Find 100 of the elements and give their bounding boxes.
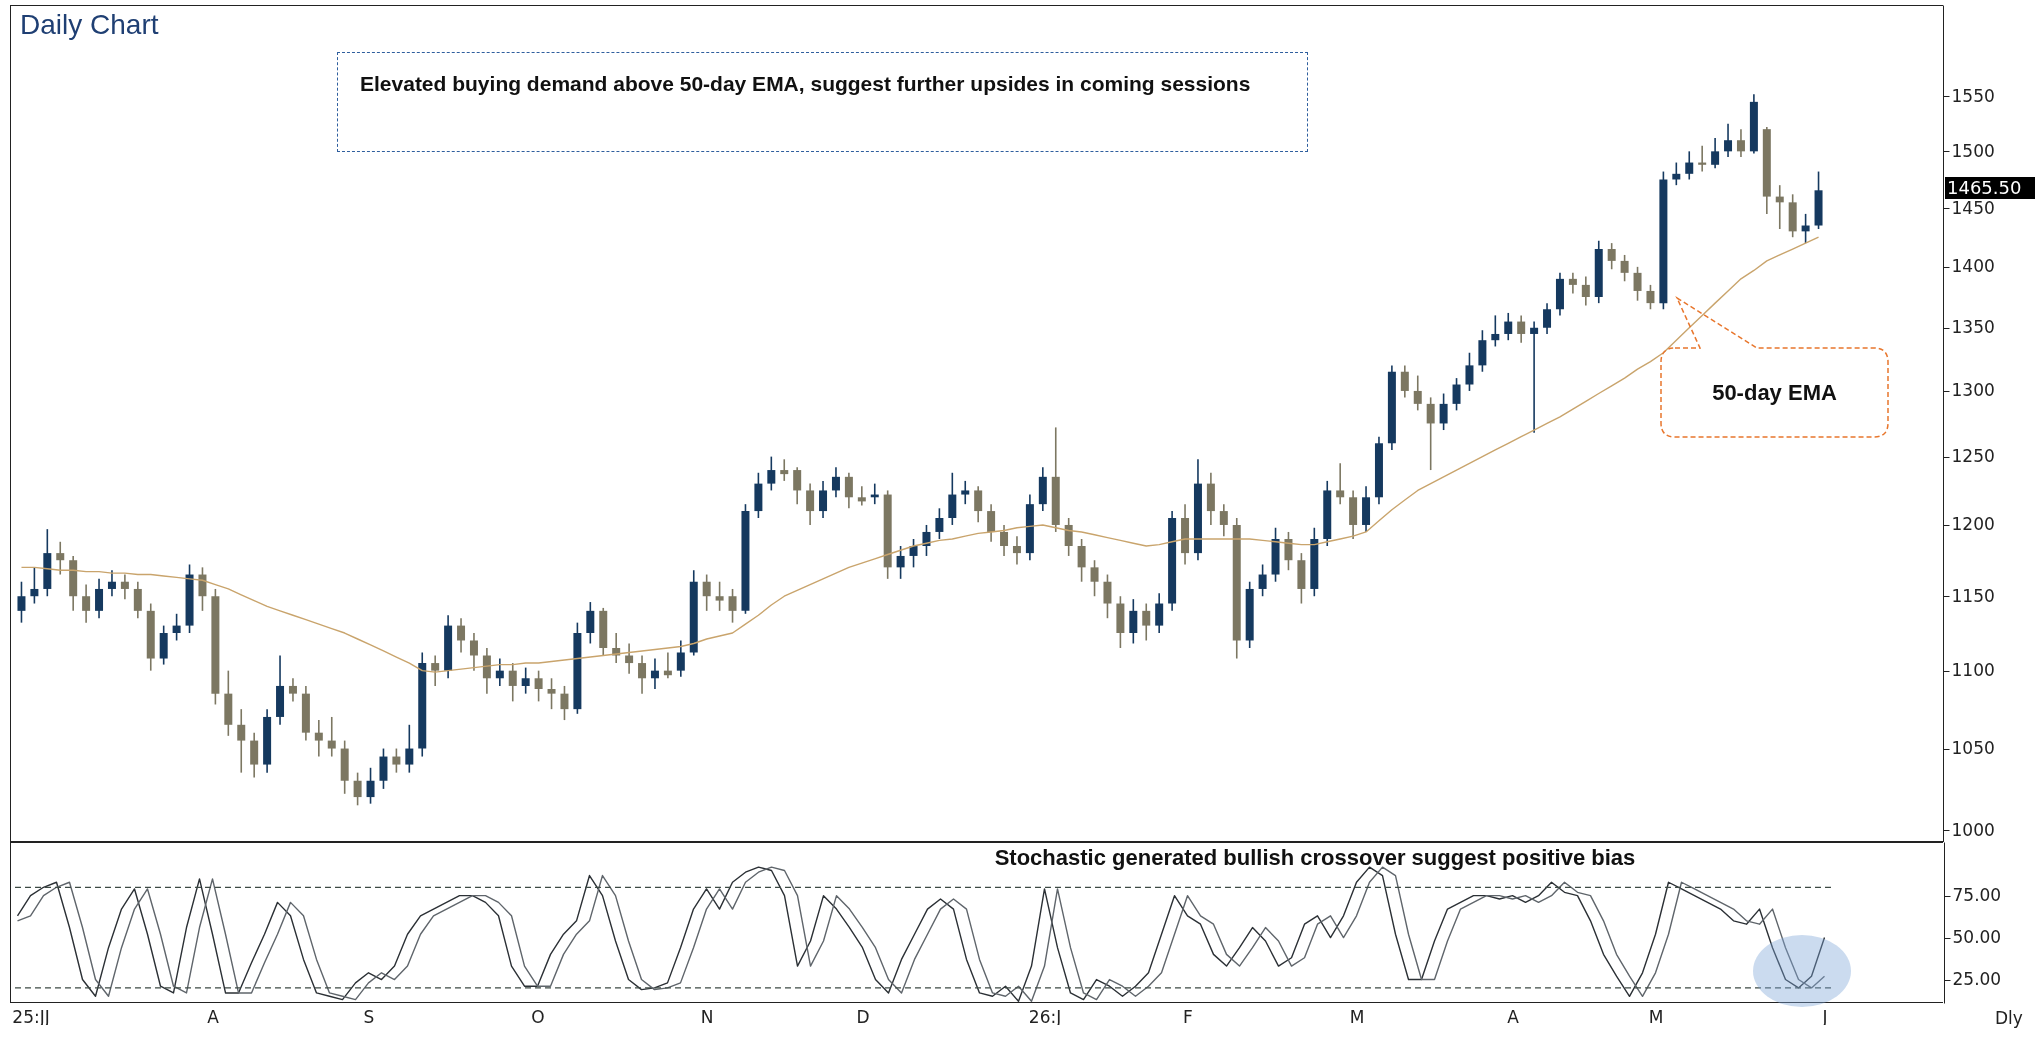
x-tick-label: J (1821, 1006, 1828, 1027)
text: 1465.50 (1945, 177, 2035, 199)
y-tick-label: 1450 (1951, 197, 1995, 218)
candlestick (793, 466, 802, 505)
candlestick (1077, 538, 1086, 583)
candlestick (948, 471, 957, 526)
x-tick-label: N (700, 1006, 714, 1027)
candlestick (521, 666, 530, 695)
candlestick (767, 455, 776, 492)
x-tick-label: A (1507, 1006, 1520, 1027)
y-tick-label: 1200 (1951, 514, 1995, 535)
candlestick (366, 766, 375, 805)
candlestick (1155, 592, 1164, 634)
candlestick (935, 507, 944, 540)
candlestick (1426, 396, 1435, 471)
y-tick-label: 1100 (1951, 660, 1995, 681)
candlestick (1568, 272, 1577, 295)
candlestick (495, 657, 504, 687)
y-tick-label: 25.00 (1952, 969, 2002, 990)
candlestick (676, 639, 685, 678)
candlestick (547, 677, 556, 710)
y-tick-label: 1500 (1951, 140, 1995, 161)
candlestick (650, 657, 659, 690)
candlestick (1620, 254, 1629, 283)
candlestick (1543, 302, 1552, 335)
candlestick (806, 482, 815, 526)
candlestick (1284, 531, 1293, 572)
candlestick (1439, 392, 1448, 431)
annotation: Elevated buying demand above 50-day EMA, suggest further upsides in coming sessions (337, 52, 1308, 152)
candlestick (780, 458, 789, 482)
y-tick-label: 1050 (1951, 738, 1995, 759)
candlestick (1633, 266, 1642, 302)
candlestick (1400, 364, 1409, 399)
candlestick (1465, 351, 1474, 392)
candlestick (1491, 314, 1500, 348)
candlestick (1581, 275, 1590, 307)
candlestick (1336, 462, 1345, 505)
text: Dly (1995, 1008, 2023, 1028)
candlestick (1129, 598, 1138, 645)
candlestick (1530, 320, 1539, 434)
candlestick (95, 578, 104, 620)
candlestick (431, 654, 440, 687)
y-tick-label: 75.00 (1952, 885, 2002, 906)
candlestick (17, 580, 26, 624)
candlestick (896, 545, 905, 580)
y-tick-label: 1250 (1951, 446, 1995, 467)
candlestick (1090, 559, 1099, 598)
candlestick (857, 485, 866, 507)
candlestick (1517, 314, 1526, 344)
candlestick (1685, 150, 1694, 181)
candlestick (819, 480, 828, 519)
x-tick-label: M (1349, 1006, 1365, 1027)
candlestick (1219, 503, 1228, 537)
candlestick (327, 716, 336, 758)
candlestick (1711, 137, 1720, 169)
candlestick (1258, 563, 1267, 598)
y-tick-label: 1300 (1951, 380, 1995, 401)
candlestick (961, 480, 970, 505)
candlestick (1646, 284, 1655, 311)
candlestick (1103, 573, 1112, 620)
x-tick-label: M (1648, 1006, 1664, 1027)
candlestick (30, 566, 39, 605)
candlestick (844, 471, 853, 510)
y-tick-label: 50.00 (1952, 927, 2002, 948)
candlestick (314, 719, 323, 758)
y-tick-label: 1350 (1951, 317, 1995, 338)
candlestick (107, 569, 116, 598)
y-tick-label: 1550 (1951, 85, 1995, 106)
candlestick (482, 647, 491, 695)
x-tick-label: D (856, 1006, 870, 1027)
candlestick (909, 538, 918, 569)
candlestick (974, 485, 983, 523)
chart-title: Daily Chart (20, 9, 159, 41)
candlestick (172, 612, 181, 642)
candlestick (82, 583, 91, 624)
candlestick (1012, 535, 1021, 566)
x-tick-label: 26:J (1028, 1006, 1062, 1027)
x-tick-label: A (207, 1006, 220, 1027)
candlestick (469, 632, 478, 672)
x-tick-label: 25:JJ (12, 1006, 50, 1027)
candlestick (728, 588, 737, 624)
candlestick (56, 540, 65, 576)
candlestick (1000, 524, 1009, 557)
candlestick (250, 731, 259, 779)
candlestick (1413, 374, 1422, 412)
candlestick (1736, 128, 1745, 158)
candlestick (1607, 242, 1616, 271)
candlestick (457, 617, 466, 654)
y-tick-label: 1400 (1951, 256, 1995, 277)
y-tick-label: 1000 (1951, 819, 1995, 840)
candlestick (1142, 602, 1151, 642)
candlestick (638, 654, 647, 695)
candlestick (1452, 377, 1461, 412)
candlestick (1504, 312, 1513, 341)
candlestick (288, 677, 297, 703)
candlestick (392, 747, 401, 774)
x-tick-label: F (1183, 1006, 1193, 1027)
candlestick (702, 573, 711, 612)
candlestick (831, 466, 840, 499)
y-tick-label: 1150 (1951, 585, 1995, 606)
